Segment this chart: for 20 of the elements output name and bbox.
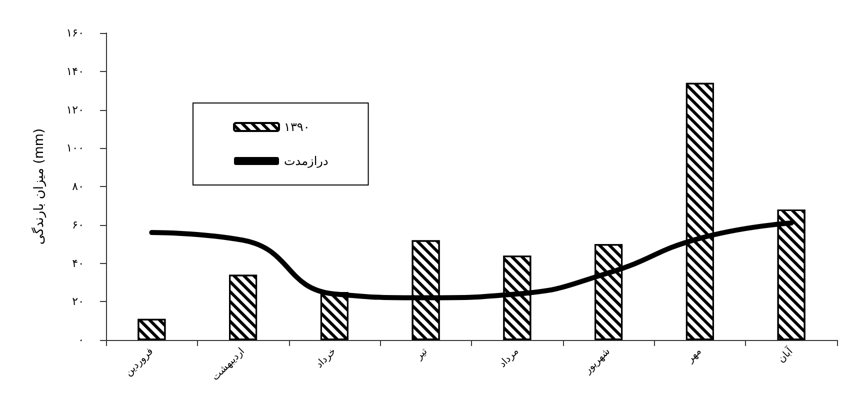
legend-label: ۱۳۹۰ — [284, 120, 310, 134]
y-tick-label: ۱۶۰ — [66, 26, 84, 40]
y-tick-label: ۰ — [78, 334, 84, 346]
y-tick-label: ۶۰ — [72, 218, 84, 232]
y-tick-label: ۱۰۰ — [66, 142, 84, 155]
y-tick-label: ۱۴۰ — [66, 64, 84, 78]
y-tick-label: ۱۲۰ — [66, 103, 84, 116]
x-tick-label: شهریور — [582, 346, 612, 377]
x-tick-label: مهر — [684, 346, 704, 366]
legend-label: درازمدت — [284, 154, 328, 168]
y-axis-title: میزان بارندگی (mm) — [31, 128, 47, 245]
x-tick-label: آبان — [774, 344, 796, 366]
x-tick-label: فروردین — [123, 346, 156, 378]
x-tick-label: خرداد — [314, 346, 338, 370]
y-tick-label: ۸۰ — [72, 180, 84, 193]
y-tick-label: ۴۰ — [72, 256, 84, 270]
x-tick-label: تیر — [413, 346, 430, 363]
x-tick-label: اردیبهشت — [210, 346, 247, 383]
y-tick-label: ۲۰ — [72, 295, 84, 308]
x-tick-label: مرداد — [497, 346, 522, 370]
